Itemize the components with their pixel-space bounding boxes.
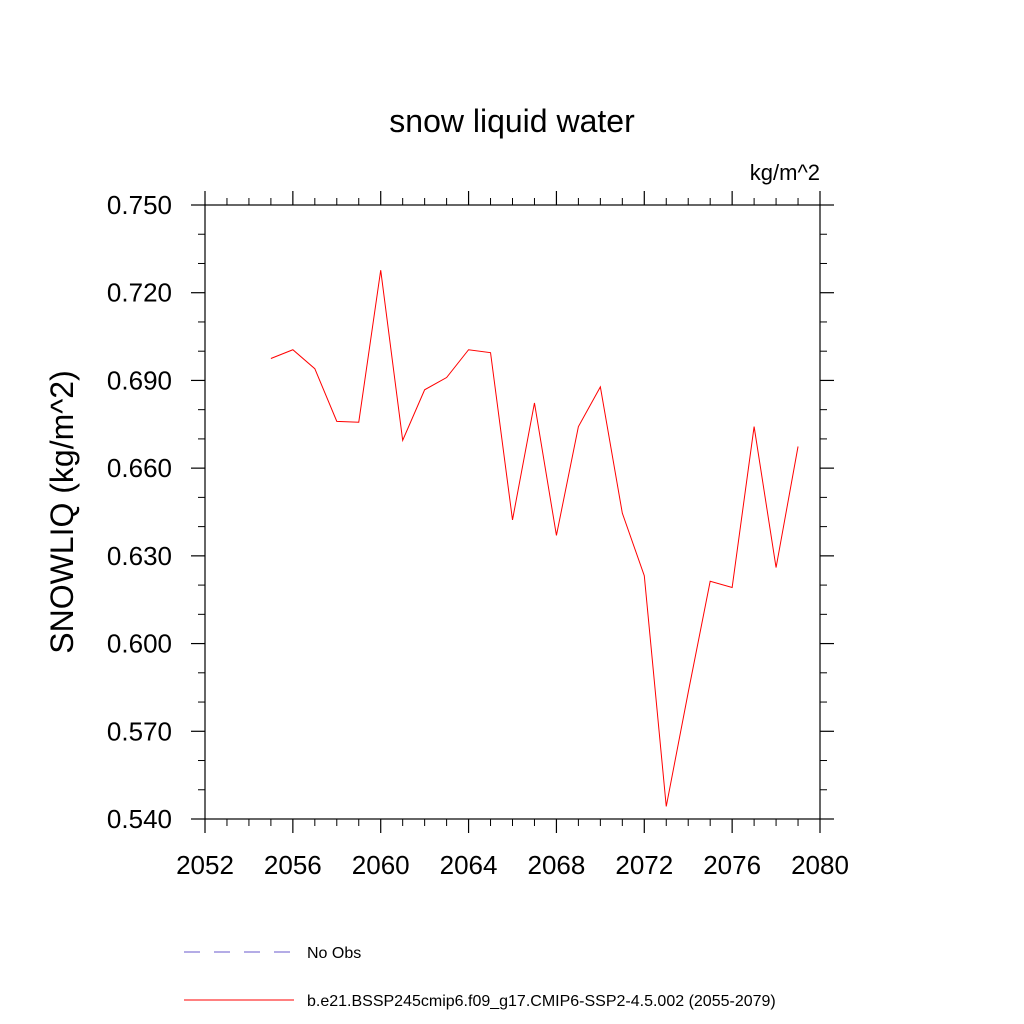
axis-ticks	[191, 191, 834, 833]
x-tick-label: 2064	[440, 850, 498, 880]
y-tick-label: 0.690	[107, 365, 172, 395]
y-tick-labels: 0.540 0.570 0.600 0.630 0.660 0.690 0.720 0.750	[107, 190, 172, 834]
y-tick-label: 0.630	[107, 541, 172, 571]
chart-title: snow liquid water	[389, 103, 635, 139]
legend-label-no-obs: No Obs	[307, 945, 361, 962]
y-tick-label: 0.660	[107, 453, 172, 483]
x-tick-label: 2080	[791, 850, 849, 880]
x-tick-label: 2060	[352, 850, 410, 880]
x-tick-label: 2072	[615, 850, 673, 880]
x-tick-label: 2052	[176, 850, 234, 880]
y-tick-label: 0.570	[107, 716, 172, 746]
plot-frame	[204, 204, 821, 820]
units-label: kg/m^2	[750, 160, 820, 185]
series-line	[270, 270, 799, 807]
y-axis-label: SNOWLIQ (kg/m^2)	[44, 370, 80, 653]
series-layer	[270, 270, 799, 807]
x-tick-label: 2056	[264, 850, 322, 880]
y-tick-label: 0.540	[107, 804, 172, 834]
legend: No Obs b.e21.BSSP245cmip6.f09_g17.CMIP6-…	[184, 945, 776, 1010]
x-tick-label: 2076	[703, 850, 761, 880]
x-tick-label: 2068	[528, 850, 586, 880]
y-tick-label: 0.720	[107, 278, 172, 308]
y-tick-label: 0.600	[107, 629, 172, 659]
y-tick-label: 0.750	[107, 190, 172, 220]
legend-label-model: b.e21.BSSP245cmip6.f09_g17.CMIP6-SSP2-4.…	[307, 993, 776, 1010]
x-tick-labels: 2052 2056 2060 2064 2068 2072 2076 2080	[176, 850, 849, 880]
